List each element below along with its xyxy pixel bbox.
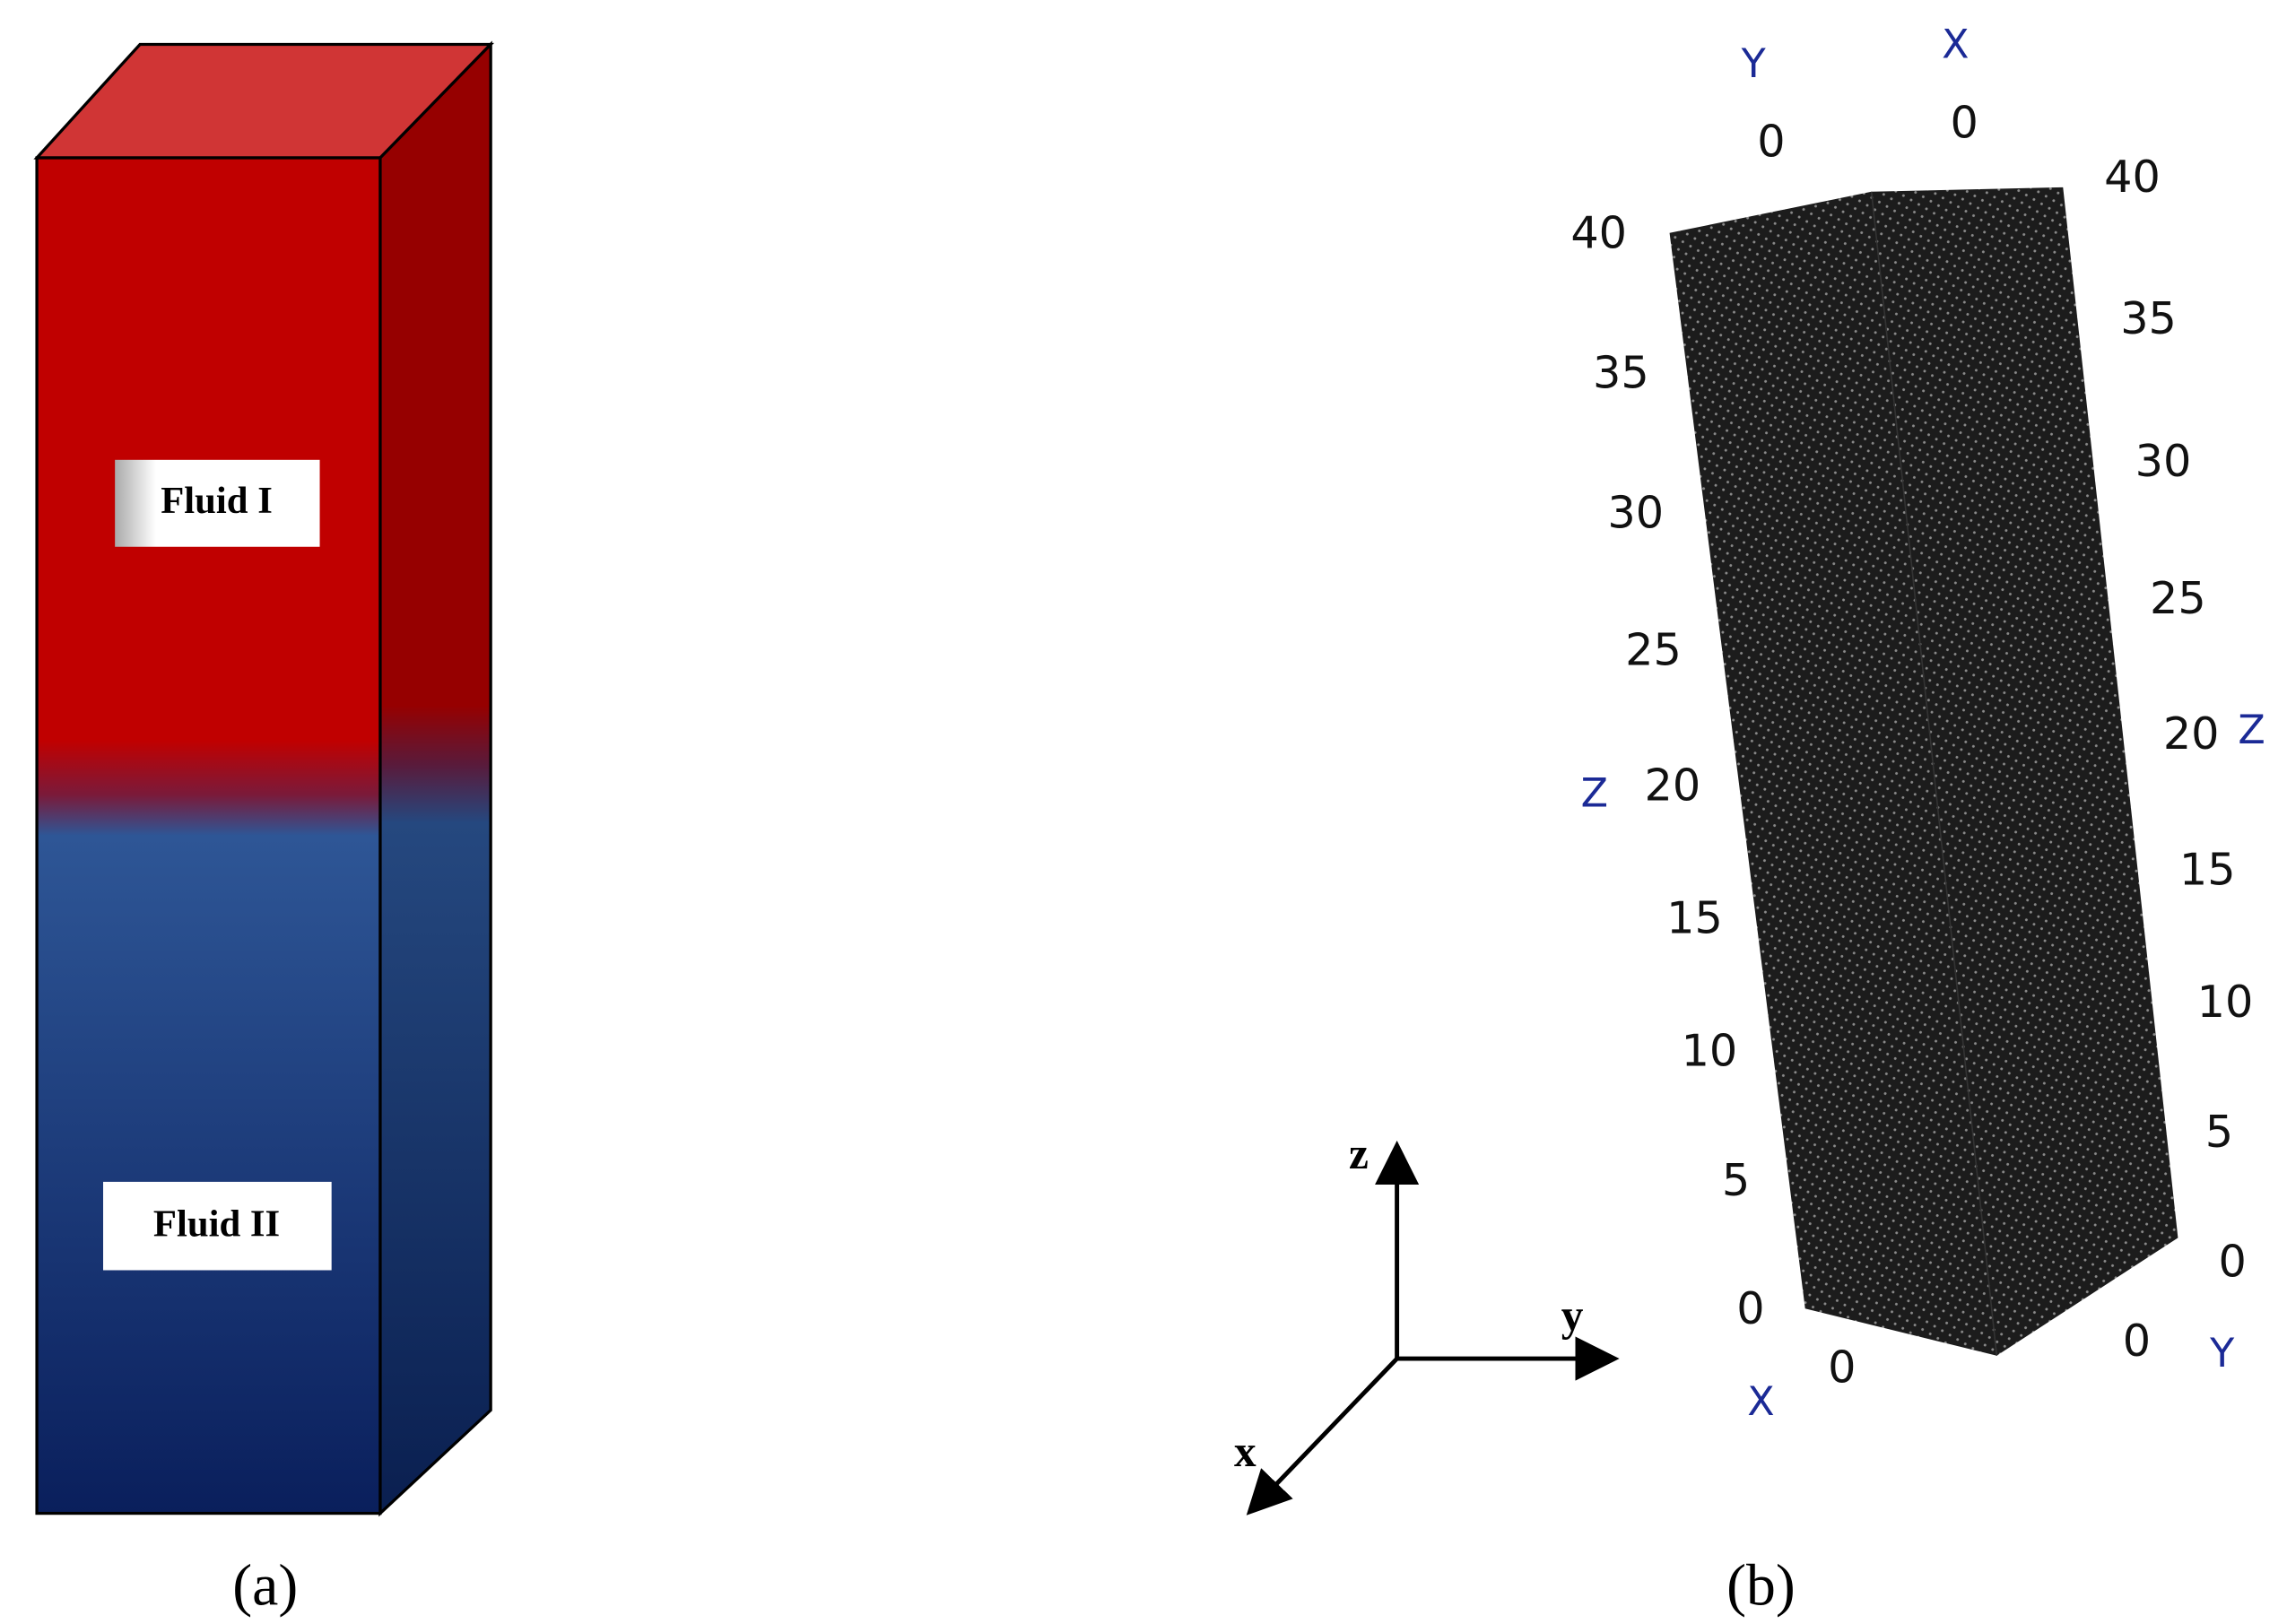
axis-letter: X <box>1747 1379 1774 1425</box>
tick-label: 10 <box>2197 976 2254 1028</box>
triad-label: y <box>1561 1291 1584 1341</box>
axis-letter: Y <box>1741 41 1767 87</box>
right-z-ticks: 40 35 30 25 20 15 10 5 0 <box>2104 151 2253 1287</box>
axis-letter: X <box>1942 22 1969 68</box>
fluid-label: Fluid I <box>161 480 273 522</box>
tick-label: 5 <box>2205 1106 2233 1158</box>
tick-label: 35 <box>1593 347 1649 399</box>
tick-label: 0 <box>1950 96 1978 148</box>
tick-label: 30 <box>1607 487 1664 539</box>
fluid-label: Fluid II <box>153 1203 280 1246</box>
axis-letter: Y <box>2209 1331 2235 1376</box>
panel-label: (a) <box>232 1553 298 1619</box>
tick-label: 20 <box>2163 708 2220 760</box>
tick-label: 40 <box>2104 151 2161 203</box>
axis-triad <box>1246 1140 1620 1515</box>
triad-label: x <box>1234 1427 1257 1476</box>
triad-label: z <box>1349 1129 1369 1178</box>
left-z-ticks: 40 35 30 25 20 15 10 5 0 <box>1570 207 1764 1334</box>
tick-label: 0 <box>1757 116 1785 168</box>
tick-label: 20 <box>1644 760 1700 812</box>
tick-label: 0 <box>1828 1342 1856 1394</box>
tick-label: 40 <box>1570 207 1627 259</box>
column-side <box>378 40 492 1517</box>
tick-label: 15 <box>2179 843 2236 895</box>
tick-label: 25 <box>1625 624 1682 676</box>
tick-label: 15 <box>1666 892 1723 944</box>
tick-label: 0 <box>2219 1235 2247 1287</box>
x-arrow <box>1246 1357 1399 1515</box>
tick-label: 10 <box>1682 1024 1738 1076</box>
tick-label: 25 <box>2150 572 2206 624</box>
tick-label: 5 <box>1722 1154 1750 1206</box>
tick-label: 0 <box>2123 1315 2151 1367</box>
label-box <box>115 459 320 547</box>
label-box <box>103 1181 332 1271</box>
box-edge <box>1870 191 1998 1356</box>
axis-letter: Z <box>1581 770 1608 816</box>
tick-label: 0 <box>1736 1282 1764 1334</box>
fluid-column: Fluid I Fluid II <box>33 40 495 1517</box>
panel-label: (b) <box>1726 1553 1796 1619</box>
particle-box <box>1669 187 2178 1356</box>
tick-label: 30 <box>2135 435 2192 487</box>
tick-label: 35 <box>2120 292 2177 344</box>
column-front <box>35 156 382 1515</box>
axis-letter: Z <box>2238 708 2265 753</box>
